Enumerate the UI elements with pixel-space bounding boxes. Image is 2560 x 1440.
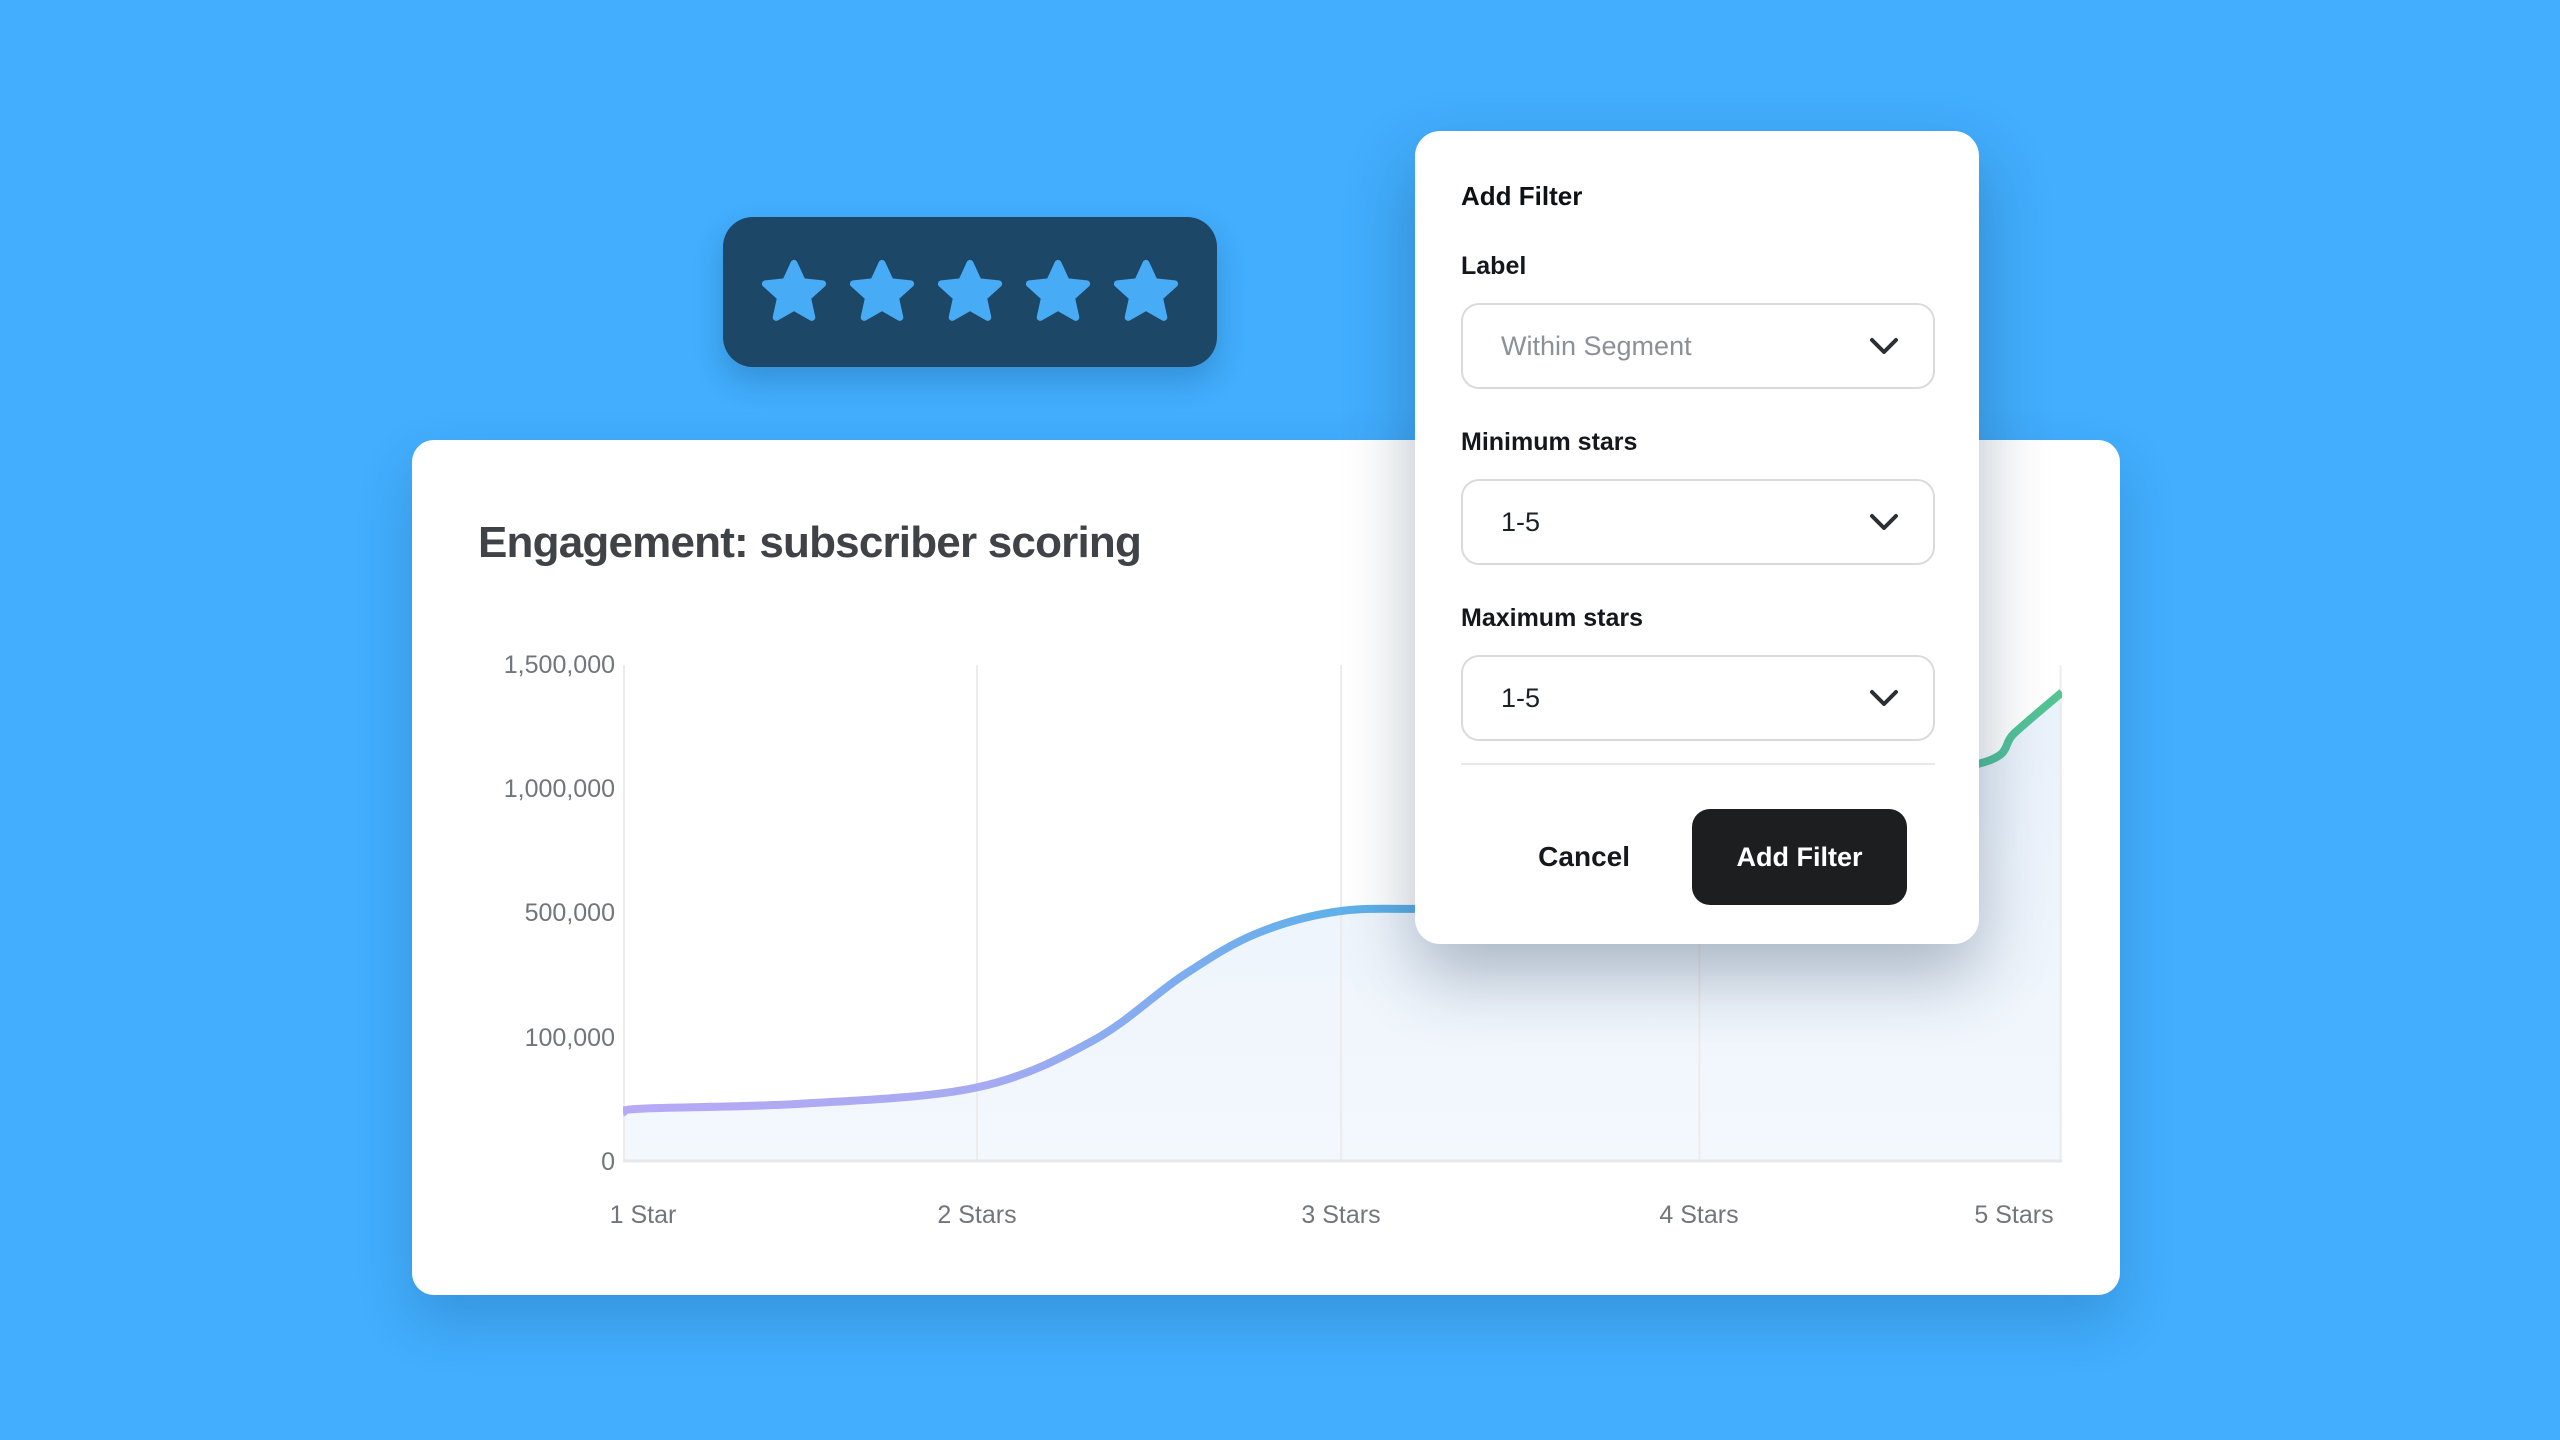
y-axis-label: 500,000 bbox=[524, 899, 615, 927]
max-stars-select-value: 1-5 bbox=[1501, 682, 1541, 713]
star-icon bbox=[1113, 259, 1179, 321]
field-label-label: Label bbox=[1461, 252, 1527, 280]
rating-badge bbox=[723, 217, 1217, 367]
star-icon bbox=[937, 259, 1003, 321]
x-axis-label: 4 Stars bbox=[1659, 1201, 1739, 1229]
cancel-button[interactable]: Cancel bbox=[1538, 841, 1630, 872]
label-select-value: Within Segment bbox=[1501, 330, 1692, 361]
star-icon bbox=[1025, 259, 1091, 321]
add-filter-button[interactable]: Add Filter bbox=[1692, 809, 1907, 905]
y-axis-label: 100,000 bbox=[524, 1024, 615, 1052]
y-axis-label: 0 bbox=[601, 1148, 615, 1176]
add-filter-dialog: Add Filter Label Within Segment Minimum … bbox=[1415, 131, 1979, 944]
dialog-title: Add Filter bbox=[1461, 181, 1583, 211]
label-select[interactable]: Within Segment bbox=[1461, 303, 1935, 389]
x-axis-label: 1 Star bbox=[609, 1201, 677, 1229]
min-stars-select[interactable]: 1-5 bbox=[1461, 479, 1935, 565]
field-label-minimum-stars: Minimum stars bbox=[1461, 428, 1638, 456]
star-icon bbox=[849, 259, 915, 321]
chevron-down-icon bbox=[1870, 513, 1898, 530]
min-stars-select-value: 1-5 bbox=[1501, 506, 1541, 537]
dialog-divider bbox=[1461, 763, 1935, 765]
y-axis-label: 1,000,000 bbox=[503, 775, 615, 803]
x-axis-label: 2 Stars bbox=[937, 1201, 1017, 1229]
chevron-down-icon bbox=[1870, 689, 1898, 706]
max-stars-select[interactable]: 1-5 bbox=[1461, 655, 1935, 741]
star-icon bbox=[761, 259, 827, 321]
y-axis-label: 1,500,000 bbox=[503, 651, 615, 679]
x-axis-label: 5 Stars bbox=[1974, 1201, 2054, 1229]
x-axis-label: 3 Stars bbox=[1301, 1201, 1381, 1229]
dialog-actions: Cancel Add Filter bbox=[1461, 809, 1935, 905]
field-label-maximum-stars: Maximum stars bbox=[1461, 604, 1644, 632]
chevron-down-icon bbox=[1870, 337, 1898, 354]
chart-title: Engagement: subscriber scoring bbox=[478, 518, 1142, 567]
